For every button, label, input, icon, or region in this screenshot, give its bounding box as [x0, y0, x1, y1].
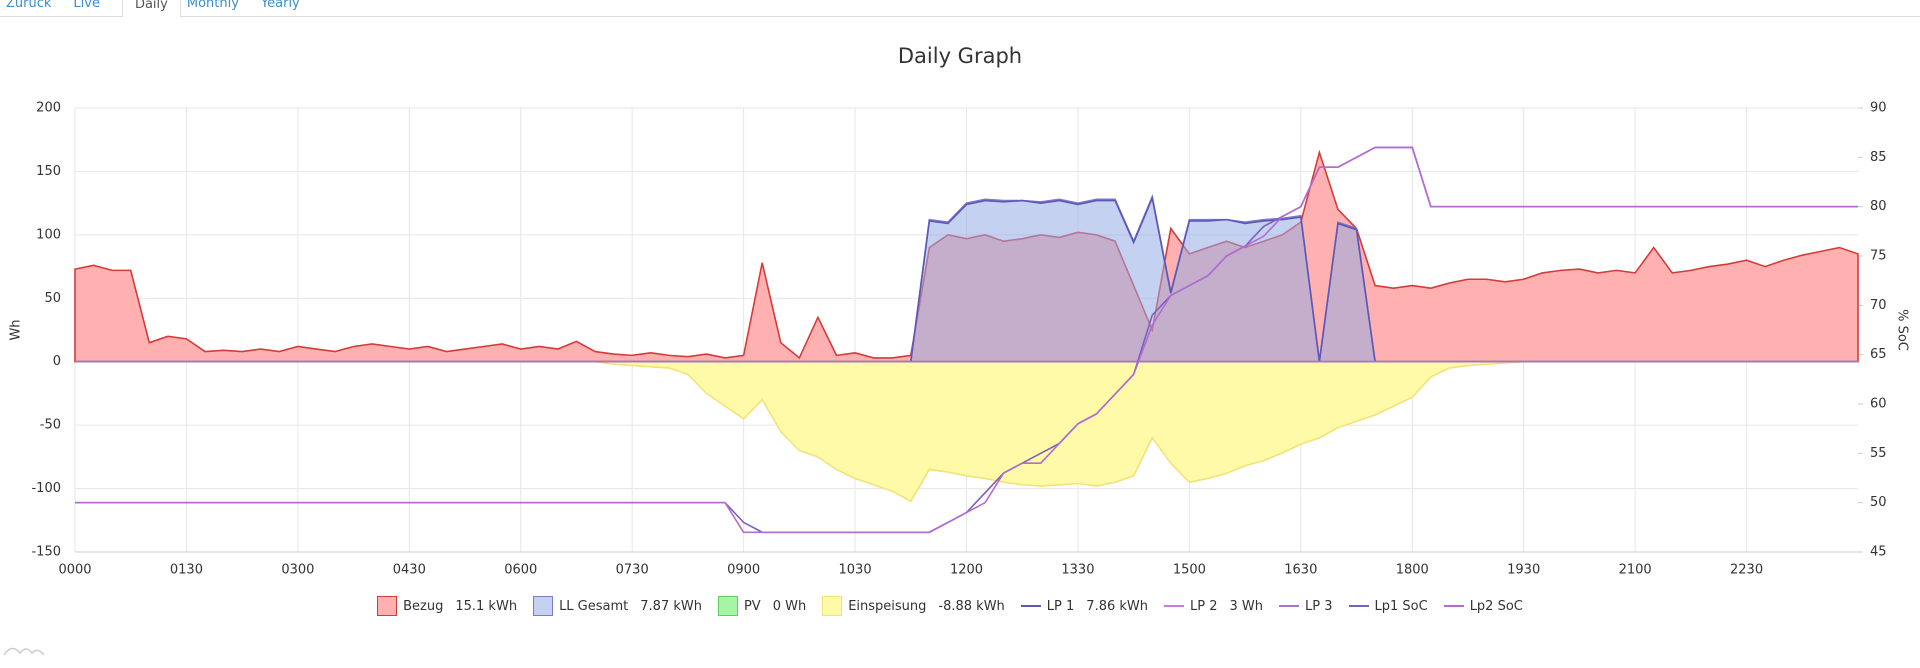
legend-swatch [377, 596, 398, 616]
legend-item[interactable]: LP 2 3 Wh [1164, 599, 1263, 614]
x-tick-label: 1630 [1284, 563, 1317, 578]
chart-title: Daily Graph [898, 44, 1022, 68]
legend-total: 7.87 kWh [640, 598, 702, 614]
legend-swatch [1348, 605, 1369, 607]
legend-label: LP 1 [1046, 598, 1075, 614]
y2-tick-label: 45 [1870, 545, 1887, 560]
legend-label: LP 3 [1305, 598, 1333, 614]
legend-swatch [533, 596, 554, 616]
legend-label: Bezug [403, 598, 444, 614]
legend-item[interactable]: Einspeisung -8.88 kWh [822, 596, 1005, 616]
legend-label: Lp2 SoC [1469, 598, 1523, 614]
legend: Bezug 15.1 kWh LL Gesamt 7.87 kWh PV 0 Wh Eins… [0, 596, 1900, 616]
legend-total: 0 Wh [772, 598, 807, 614]
tab[interactable]: Monthly [186, 0, 239, 11]
legend-total: 3 Wh [1229, 598, 1264, 614]
x-tick-label: 1930 [1507, 563, 1540, 578]
legend-total: 7.86 kWh [1086, 598, 1148, 614]
x-tick-label: 0300 [281, 563, 314, 578]
y2-tick-label: 75 [1870, 249, 1887, 264]
y2-tick-label: 70 [1870, 298, 1887, 313]
line [75, 146, 1858, 534]
x-tick-label: 1030 [839, 563, 872, 578]
legend-swatch [1164, 605, 1184, 607]
y-tick-label: -150 [31, 545, 61, 560]
legend-item[interactable]: PV 0 Wh [717, 596, 807, 616]
x-tick-label: 0600 [504, 563, 537, 578]
legend-swatch [717, 596, 738, 616]
y2-axis-label: % SoC [1895, 309, 1910, 351]
x-tick-label: 1800 [1396, 563, 1429, 578]
y-tick-label: 100 [36, 227, 61, 242]
y2-tick-label: 85 [1870, 150, 1887, 165]
legend-item[interactable]: Lp2 SoC [1443, 598, 1523, 614]
y2-tick-label: 50 [1870, 495, 1887, 510]
x-tick-label: 2100 [1619, 563, 1652, 578]
y2-tick-label: 60 [1870, 397, 1887, 412]
legend-swatch [1020, 605, 1041, 607]
x-tick-label: 0900 [727, 563, 760, 578]
y2-tick-label: 90 [1870, 101, 1887, 116]
y-tick-label: 150 [36, 164, 61, 179]
legend-swatch [1279, 605, 1299, 607]
y-tick-label: -100 [31, 481, 61, 496]
tab-active[interactable]: Daily [121, 0, 181, 18]
y-tick-label: -50 [40, 418, 61, 433]
y2-tick-label: 55 [1870, 446, 1887, 461]
y-tick-label: 200 [36, 101, 61, 116]
legend-total: 15.1 kWh [455, 598, 518, 614]
x-tick-label: 1500 [1173, 563, 1206, 578]
legend-label: LP 2 [1190, 598, 1218, 614]
legend-item[interactable]: LL Gesamt 7.87 kWh [533, 596, 702, 616]
legend-total: -8.88 kWh [938, 598, 1005, 614]
legend-item[interactable]: LP 1 7.86 kWh [1020, 598, 1148, 614]
x-tick-label: 1200 [950, 563, 983, 578]
legend-label: LL Gesamt [559, 598, 629, 614]
logo [3, 647, 45, 656]
x-tick-label: 1330 [1061, 563, 1094, 578]
tab[interactable]: Yearly [260, 0, 300, 11]
legend-label: Einspeisung [848, 598, 927, 614]
x-tick-label: 2230 [1730, 563, 1763, 578]
x-tick-label: 0730 [616, 563, 649, 578]
tab[interactable]: Live [73, 0, 100, 11]
tab-bar: Zurück Live Daily Monthly Yearly [0, 0, 1920, 18]
y2-tick-label: 80 [1870, 199, 1887, 214]
legend-label: PV [743, 598, 761, 614]
legend-item[interactable]: Bezug 15.1 kWh [377, 596, 517, 616]
legend-swatch [1443, 605, 1464, 607]
y-tick-label: 0 [53, 354, 61, 369]
y2-tick-label: 65 [1870, 347, 1887, 362]
x-tick-label: 0000 [58, 563, 91, 578]
legend-swatch [822, 596, 843, 616]
y-tick-label: 50 [44, 291, 61, 306]
y-axis-label: Wh [9, 319, 24, 340]
legend-item[interactable]: Lp1 SoC [1348, 598, 1428, 614]
legend-item[interactable]: LP 3 [1279, 599, 1333, 614]
tab[interactable]: Zurück [6, 0, 52, 11]
x-tick-label: 0430 [393, 563, 426, 578]
legend-label: Lp1 SoC [1374, 598, 1428, 614]
x-tick-label: 0130 [170, 563, 203, 578]
